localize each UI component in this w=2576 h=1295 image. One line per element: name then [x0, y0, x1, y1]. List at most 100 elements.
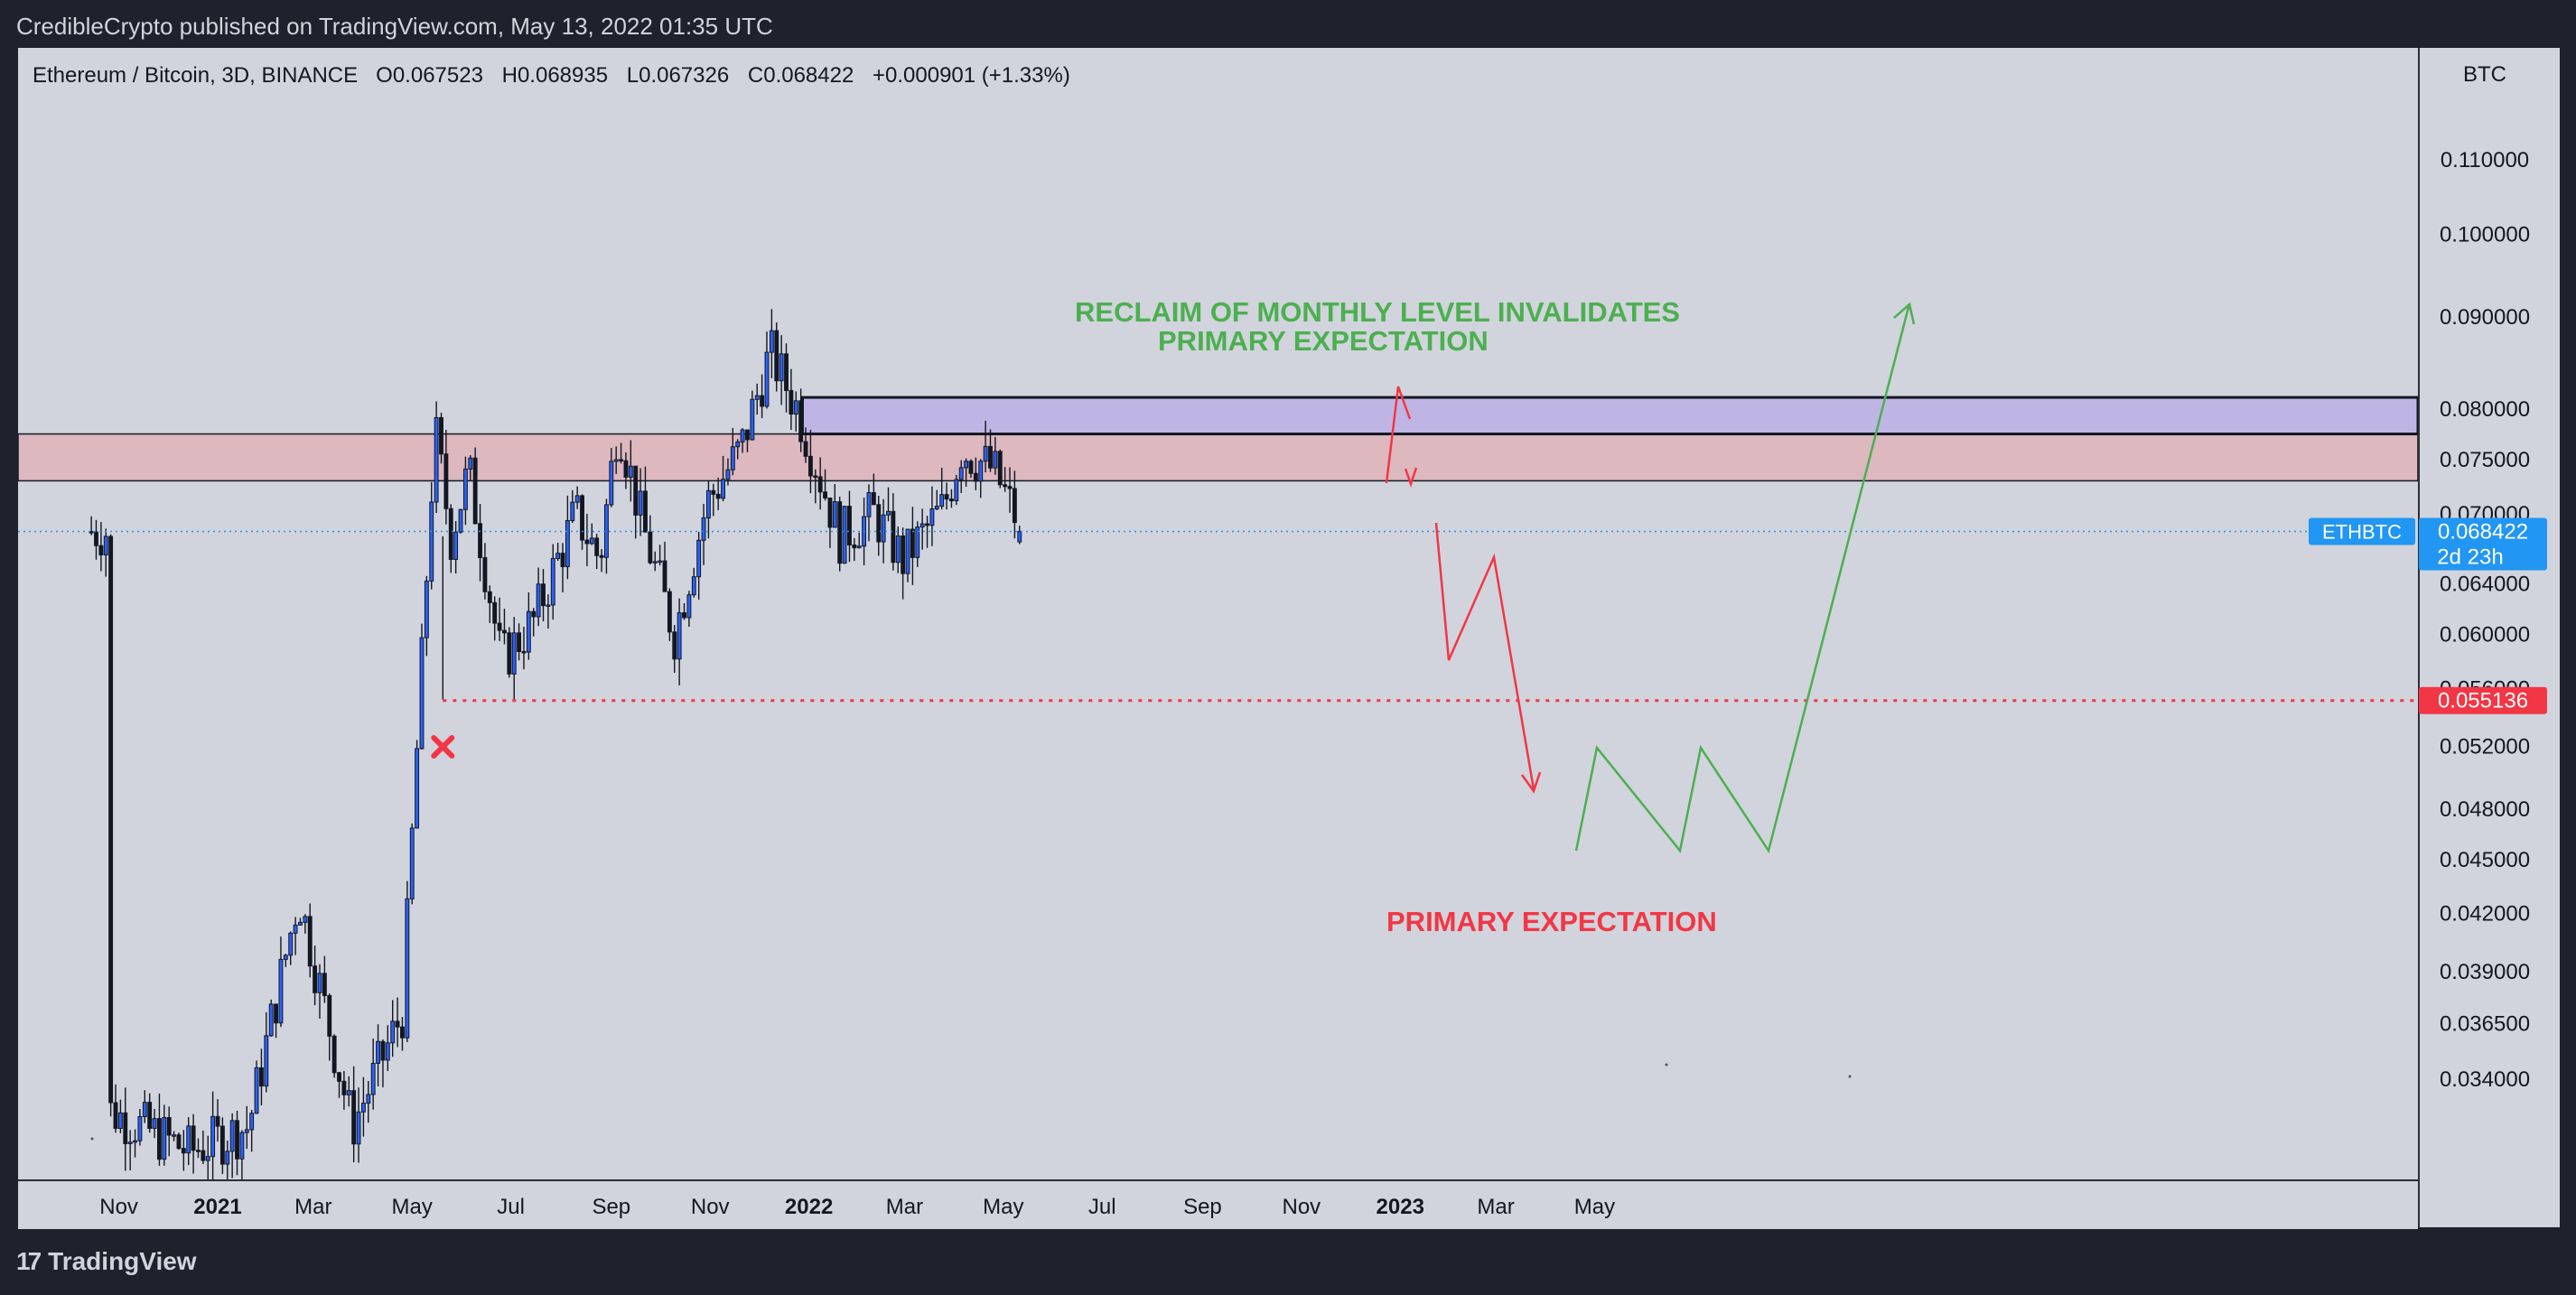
high-value: 0.068935	[517, 63, 609, 88]
candle-up	[117, 1112, 123, 1129]
price-badge-value: 0.068422	[2438, 520, 2528, 545]
candle-up	[730, 446, 735, 470]
candle-down	[448, 508, 453, 560]
candle-down	[517, 632, 522, 652]
candle-up	[239, 1132, 245, 1160]
candle-up	[550, 557, 555, 606]
candle-up	[735, 441, 741, 448]
candle-up	[555, 553, 561, 559]
symbol-name[interactable]: Ethereum / Bitcoin, 3D, BINANCE	[33, 63, 359, 88]
candle-down	[1003, 484, 1008, 488]
time-tick-label: 2021	[193, 1195, 241, 1219]
time-tick-label: May	[1574, 1195, 1615, 1219]
candle-down	[313, 965, 318, 993]
green-projection-arrowhead	[1893, 302, 1916, 325]
price-tick-label: 0.034000	[2440, 1067, 2530, 1092]
candle-down	[817, 476, 823, 493]
candle-up	[886, 510, 891, 516]
time-tick-label: 2022	[785, 1195, 833, 1219]
candle-up	[283, 955, 288, 960]
red-projection-top	[1385, 386, 1412, 484]
candle-down	[274, 1003, 279, 1024]
level-badge-value: 0.055136	[2438, 689, 2528, 713]
candle-up	[793, 400, 798, 415]
open-value: 0.067523	[392, 63, 483, 88]
candle-up	[613, 459, 619, 462]
candle-up	[978, 461, 984, 482]
candle-up	[511, 632, 517, 675]
change-value: +0.000901 (+1.33%)	[873, 63, 1070, 88]
candle-down	[400, 1026, 405, 1039]
candle-down	[789, 389, 794, 415]
time-tick-label: Jul	[1088, 1195, 1116, 1219]
candle-down	[798, 400, 804, 443]
price-axis[interactable]	[2418, 48, 2560, 1227]
time-tick-label: Mar	[886, 1195, 923, 1219]
candle-up	[993, 451, 998, 469]
candle-down	[322, 973, 327, 996]
candle-up	[705, 489, 711, 519]
candle-down	[973, 472, 978, 482]
candle-up	[453, 531, 459, 560]
candle-up	[298, 921, 303, 926]
candles-group	[89, 309, 1022, 1179]
candle-down	[478, 523, 482, 558]
candle-up	[137, 1116, 143, 1141]
red-projection-arrowhead-small	[1404, 467, 1418, 488]
candle-up	[983, 445, 988, 462]
candle-down	[745, 429, 750, 441]
candle-down	[235, 1120, 239, 1160]
candle-down	[98, 545, 104, 556]
candle-down	[584, 539, 590, 545]
candle-down	[648, 531, 653, 564]
price-tick-label: 0.045000	[2440, 848, 2530, 872]
candle-up	[366, 1094, 371, 1104]
candle-down	[531, 610, 537, 618]
candle-up	[574, 495, 580, 503]
price-badge	[2419, 517, 2547, 571]
candle-down	[219, 1125, 225, 1165]
time-tick-label: May	[983, 1195, 1023, 1219]
chart-pane[interactable]	[18, 48, 2418, 1179]
high-label: H	[501, 63, 518, 88]
candle-up	[205, 1156, 210, 1161]
annotation-green-line2: PRIMARY EXPECTATION	[1158, 325, 1489, 357]
annotation-green-line1: RECLAIM OF MONTHLY LEVEL INVALIDATES	[1075, 296, 1680, 328]
candle-up	[842, 506, 847, 564]
low-label: L	[626, 63, 639, 88]
candle-up	[172, 1134, 177, 1137]
candle-down	[156, 1118, 162, 1160]
candle-down	[813, 475, 818, 479]
candle-down	[580, 495, 584, 541]
candle-up	[225, 1151, 230, 1165]
candle-down	[784, 353, 789, 391]
price-tick-label: 0.064000	[2440, 572, 2530, 596]
candle-up	[779, 353, 784, 382]
candle-up	[293, 924, 298, 934]
candle-up	[303, 916, 308, 923]
chart-dot	[90, 1137, 94, 1141]
candle-up	[570, 501, 575, 521]
publish-header: CredibleCrypto published on TradingView.…	[16, 13, 773, 40]
candle-down	[949, 498, 954, 502]
candle-up	[691, 576, 696, 596]
candle-up	[133, 1140, 137, 1143]
tradingview-brand[interactable]: 17 TradingView	[16, 1247, 197, 1276]
candle-up	[658, 560, 663, 564]
candle-down	[827, 497, 833, 528]
candle-down	[682, 612, 686, 619]
candle-up	[536, 583, 541, 618]
candle-down	[968, 461, 974, 474]
candle-up	[254, 1067, 259, 1114]
candle-down	[997, 451, 1003, 486]
candle-down	[599, 554, 604, 558]
candle-up	[103, 536, 108, 556]
price-tick-label: 0.036500	[2440, 1011, 2530, 1036]
candle-down	[497, 622, 502, 631]
candle-down	[891, 510, 896, 564]
candle-up	[764, 351, 770, 407]
candle-up	[725, 469, 731, 480]
time-axis[interactable]	[18, 1179, 2418, 1229]
price-tick-label: 0.048000	[2440, 797, 2530, 822]
